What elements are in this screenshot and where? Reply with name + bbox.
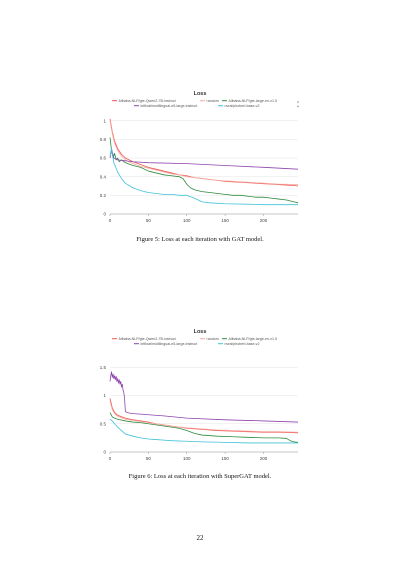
y-tick-label: 0.5 bbox=[100, 421, 107, 426]
figure-6-caption: Figure 6: Loss at each iteration with Su… bbox=[128, 473, 272, 480]
series-line bbox=[109, 137, 299, 204]
legend-label: nvrai/phobert-base-v2 bbox=[225, 342, 260, 346]
legend-label: Alibaba-NLP/gte-Qwen2-7B-instruct bbox=[119, 99, 176, 103]
series-line bbox=[109, 412, 299, 443]
x-tick-label: 150 bbox=[221, 218, 229, 223]
legend-label: intfloat/multilingual-e5-large-instruct bbox=[141, 104, 198, 108]
x-tick-label: 200 bbox=[260, 456, 268, 461]
legend-label: intfloat/multilingual-e5-large-instruct bbox=[141, 342, 198, 346]
series-line bbox=[109, 118, 299, 187]
x-tick-label: 200 bbox=[260, 218, 268, 223]
legend-label: Alibaba-NLP/gte-large-en-v1.5 bbox=[229, 99, 278, 103]
y-tick-label: 0.4 bbox=[100, 174, 107, 179]
figure-6-chart: Loss Alibaba-NLP/gte-Qwen2-7B-instruct ran… bbox=[100, 326, 300, 468]
chart-supergat-loss: Loss Alibaba-NLP/gte-Qwen2-7B-instruct ran… bbox=[100, 329, 299, 461]
x-tick-label: 50 bbox=[146, 218, 152, 223]
x-tick-label: 150 bbox=[221, 456, 229, 461]
legend-label: Alibaba-NLP/gte-Qwen2-7B-instruct bbox=[119, 337, 176, 341]
y-tick-label: 0.8 bbox=[100, 137, 107, 142]
series-line bbox=[109, 398, 299, 434]
series-line bbox=[109, 418, 298, 444]
legend-scroll-down-icon: ▼ bbox=[297, 105, 300, 109]
series-line bbox=[109, 120, 298, 185]
chart-title: Loss bbox=[194, 91, 207, 97]
chart-title: Loss bbox=[194, 329, 207, 335]
y-tick-label: 1.5 bbox=[100, 365, 107, 370]
legend-scroll-up-icon: ▲ bbox=[297, 100, 300, 104]
figure-5-chart: Loss Alibaba-NLP/gte-Qwen2-7B-instruct ran… bbox=[100, 88, 300, 228]
y-tick-label: 1 bbox=[103, 118, 106, 123]
legend-label: Alibaba-NLP/gte-large-en-v1.5 bbox=[229, 337, 278, 341]
legend-label: random bbox=[207, 99, 219, 103]
y-tick-label: 0.6 bbox=[100, 156, 107, 161]
series-line bbox=[109, 401, 299, 433]
series-line bbox=[109, 148, 299, 170]
legend-label: random bbox=[207, 337, 219, 341]
legend-label: nvrai/phobert-base-v2 bbox=[225, 104, 260, 108]
y-tick-label: 1 bbox=[103, 393, 106, 398]
y-tick-label: 0 bbox=[103, 450, 106, 455]
figure-5-caption: Figure 5: Loss at each iteration with GA… bbox=[136, 236, 264, 243]
page-number: 22 bbox=[196, 534, 204, 542]
x-tick-label: 50 bbox=[146, 456, 152, 461]
chart-gat-loss: Loss Alibaba-NLP/gte-Qwen2-7B-instruct ran… bbox=[100, 91, 300, 223]
series-line bbox=[109, 371, 299, 423]
y-tick-label: 0.2 bbox=[100, 193, 107, 198]
x-tick-label: 0 bbox=[109, 456, 112, 461]
x-tick-label: 100 bbox=[183, 456, 191, 461]
y-tick-label: 0 bbox=[103, 212, 106, 217]
x-tick-label: 0 bbox=[109, 218, 112, 223]
series-line bbox=[109, 148, 298, 206]
x-tick-label: 100 bbox=[183, 218, 191, 223]
